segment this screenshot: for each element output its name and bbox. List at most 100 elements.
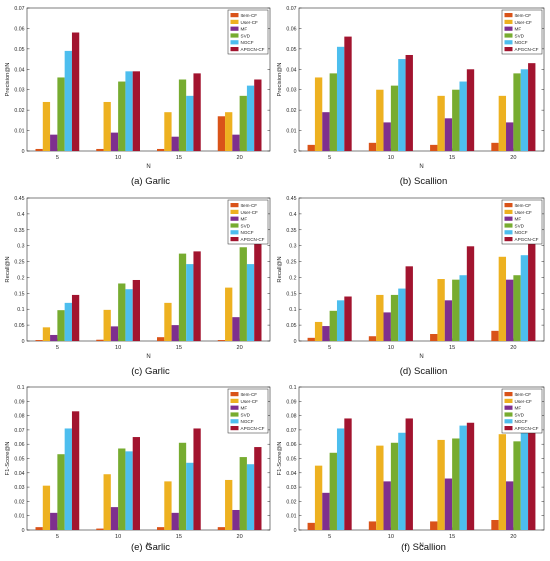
bar-svd xyxy=(329,73,337,151)
bar-ngcf xyxy=(246,464,255,530)
x-tick-label: 15 xyxy=(176,534,182,540)
bar-item-cf xyxy=(217,527,226,530)
legend-label: Item-CF xyxy=(515,392,532,397)
panel-caption: (b) Scallion xyxy=(400,176,448,187)
y-tick-label: 0.2 xyxy=(17,275,24,281)
y-tick-label: 0.09 xyxy=(286,399,296,405)
legend-label: APGCN-CF xyxy=(241,426,265,431)
legend-swatch xyxy=(504,237,513,242)
y-axis-label: F1-Score@N xyxy=(5,442,11,476)
chart-panel-6: 0 0.01 0.02 0.03 0.04 0.05 0.06 0.07 0.08 0.09 0.1… xyxy=(277,385,545,553)
bar-user-cf xyxy=(164,481,172,530)
legend-swatch xyxy=(504,33,513,38)
chart-panel-4: 0 0.05 0.1 0.15 0.2 0.25 0.3 0.35 0.4 0.45 5 10 15 20… xyxy=(277,196,545,377)
bar-mf xyxy=(110,507,119,530)
chart-panel-5: 0 0.01 0.02 0.03 0.04 0.05 0.06 0.07 0.08 0.09 0.1… xyxy=(5,385,271,553)
bar-mf xyxy=(383,481,391,530)
bar-apgcn-cf xyxy=(466,422,475,530)
bar-svd xyxy=(178,442,187,530)
legend-label: Item-CF xyxy=(515,13,532,18)
legend-label: MF xyxy=(241,217,248,222)
bar-apgcn-cf xyxy=(71,32,80,152)
legend-label: MF xyxy=(515,217,522,222)
y-tick-label: 0.1 xyxy=(17,307,24,313)
y-tick-label: 0.45 xyxy=(14,196,24,202)
y-tick-label: 0.03 xyxy=(14,88,24,94)
bar-svd xyxy=(452,438,460,530)
legend-swatch xyxy=(230,419,239,424)
bar-user-cf xyxy=(498,434,507,530)
x-axis-label: N xyxy=(419,543,423,549)
bar-ngcf xyxy=(125,71,133,151)
bar-apgcn-cf xyxy=(254,447,262,530)
x-tick-label: 5 xyxy=(56,345,59,351)
bar-svd xyxy=(178,79,187,151)
y-axis-label: Precision@N xyxy=(5,63,11,97)
bar-mf xyxy=(383,312,391,341)
y-tick-label: 0.02 xyxy=(14,108,24,114)
x-tick-label: 20 xyxy=(237,534,243,540)
chart-panel-1: 0 0.01 0.02 0.03 0.04 0.05 0.06 0.07 5 10 15 20 N Pre… xyxy=(5,6,271,187)
bar-svd xyxy=(178,253,187,341)
bar-apgcn-cf xyxy=(466,246,475,341)
y-tick-label: 0.01 xyxy=(286,514,296,520)
chart-panel-3: 0 0.05 0.1 0.15 0.2 0.25 0.3 0.35 0.4 0.45 5 10 15 20… xyxy=(5,196,271,377)
legend-swatch xyxy=(230,216,239,221)
legend-swatch xyxy=(230,405,239,410)
y-tick-label: 0.05 xyxy=(14,323,24,329)
legend-swatch xyxy=(230,398,239,403)
bar-user-cf xyxy=(376,445,384,530)
legend-label: APGCN-CF xyxy=(241,47,265,52)
y-tick-label: 0.07 xyxy=(14,428,24,434)
bar-user-cf xyxy=(164,302,172,341)
y-tick-label: 0.05 xyxy=(286,457,296,463)
bar-ngcf xyxy=(336,300,345,341)
bar-mf xyxy=(506,122,514,151)
x-tick-label: 20 xyxy=(237,345,243,351)
bar-svd xyxy=(239,457,247,530)
y-tick-label: 0.06 xyxy=(286,26,296,32)
bar-item-cf xyxy=(96,148,104,151)
x-axis-label: N xyxy=(146,354,150,360)
x-axis-label: N xyxy=(419,354,423,360)
y-tick-label: 0.02 xyxy=(286,108,296,114)
bar-item-cf xyxy=(217,116,226,151)
legend-swatch xyxy=(504,13,513,18)
legend-swatch xyxy=(230,426,239,431)
x-tick-label: 15 xyxy=(449,155,455,161)
bar-apgcn-cf xyxy=(132,437,140,530)
x-tick-label: 10 xyxy=(115,534,121,540)
bar-user-cf xyxy=(314,465,323,530)
bar-svd xyxy=(452,279,460,341)
bar-mf xyxy=(444,478,453,530)
bar-item-cf xyxy=(430,521,438,530)
legend-label: MF xyxy=(515,406,522,411)
bar-mf xyxy=(50,512,58,530)
legend-swatch xyxy=(504,392,513,397)
legend-swatch xyxy=(504,419,513,424)
bar-ngcf xyxy=(459,425,467,530)
bar-mf xyxy=(171,512,179,530)
bar-user-cf xyxy=(225,287,233,341)
bar-item-cf xyxy=(35,148,43,151)
bar-ngcf xyxy=(64,302,72,341)
y-tick-label: 0 xyxy=(294,528,297,534)
y-tick-label: 0.03 xyxy=(286,88,296,94)
y-axis-label: F1-Score@N xyxy=(277,442,283,476)
legend-swatch xyxy=(504,230,513,235)
bar-mf xyxy=(506,481,514,530)
x-tick-label: 20 xyxy=(510,534,516,540)
bar-ngcf xyxy=(64,50,72,151)
y-tick-label: 0.05 xyxy=(14,457,24,463)
legend-label: APGCN-CF xyxy=(515,237,539,242)
bar-apgcn-cf xyxy=(132,279,140,341)
legend-swatch xyxy=(230,13,239,18)
bar-apgcn-cf xyxy=(193,251,201,341)
bar-item-cf xyxy=(35,527,43,530)
bar-apgcn-cf xyxy=(193,428,201,530)
bar-apgcn-cf xyxy=(405,54,413,151)
legend-swatch xyxy=(230,223,239,228)
